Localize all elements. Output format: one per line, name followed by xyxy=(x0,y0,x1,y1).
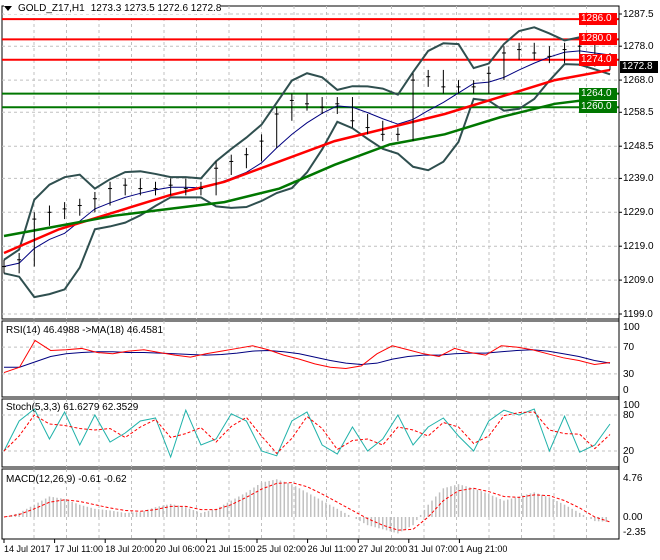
macd-axis-label: -2.35 xyxy=(623,527,646,538)
price-axis-label: 1219.0 xyxy=(623,241,654,253)
time-axis-label: 20 Jul 06:00 xyxy=(155,544,205,554)
rsi-axis-label: 100 xyxy=(623,322,640,333)
moving-average-green xyxy=(3,95,611,238)
macd-axis-label: 0.00 xyxy=(623,512,643,523)
stoch-axis-label: 80 xyxy=(623,410,635,421)
symbol-label: GOLD_Z17,H1 xyxy=(18,3,85,14)
rsi-axis-label: 70 xyxy=(623,342,635,354)
moving-average-red xyxy=(3,68,611,255)
macd-label: MACD(12,26,9) -0.61 -0.62 xyxy=(6,474,127,485)
price-axis-label: 1278.0 xyxy=(623,41,654,53)
rsi-ma-line xyxy=(4,349,611,368)
rsi-label: RSI(14) 46.4988 ->MA(18) 46.4581 xyxy=(6,325,164,336)
macd-signal-line xyxy=(3,482,611,531)
resistance-level-label[interactable]: 1280.0 xyxy=(579,33,617,46)
stoch-axis-label: 20 xyxy=(623,446,635,457)
time-axis-label: 14 Jul 2017 xyxy=(4,544,51,554)
time-axis-label: 1 Aug 21:00 xyxy=(459,544,508,554)
price-axis-label: 1248.5 xyxy=(623,141,654,153)
time-axis-label: 18 Jul 20:00 xyxy=(105,544,155,554)
support-level-label[interactable]: 1260.0 xyxy=(579,101,617,114)
support-level-label[interactable]: 1264.0 xyxy=(579,87,617,100)
price-axis-label: 1199.0 xyxy=(623,309,653,320)
price-axis-label: 1229.0 xyxy=(623,207,654,219)
resistance-level-label[interactable]: 1274.0 xyxy=(579,53,617,66)
stoch-axis-label: 0 xyxy=(623,455,629,466)
current-price-label: 1272.8 xyxy=(620,61,658,73)
macd-axis-label: 4.76 xyxy=(623,472,643,484)
price-axis-label: 1287.5 xyxy=(623,8,654,20)
rsi-line xyxy=(3,339,611,374)
chart-header: GOLD_Z17,H1 1273.3 1273.5 1272.6 1272.8 xyxy=(4,3,222,14)
price-axis-label: 1209.0 xyxy=(623,275,654,287)
bollinger-upper xyxy=(3,26,611,261)
stoch-label: Stoch(5,3,3) 61.6279 62.3529 xyxy=(6,402,139,413)
time-axis-label: 27 Jul 20:00 xyxy=(358,544,408,554)
ma-blue xyxy=(3,50,611,268)
rsi-axis-label: 0 xyxy=(623,385,629,396)
time-axis-label: 26 Jul 11:00 xyxy=(307,544,356,554)
bollinger-lower xyxy=(3,63,611,299)
price-axis-label: 1258.5 xyxy=(623,107,654,119)
stoch-signal-line xyxy=(3,411,611,455)
time-axis-label: 21 Jul 15:00 xyxy=(206,544,256,554)
price-axis-label: 1268.0 xyxy=(623,75,654,87)
time-axis-label: 25 Jul 02:00 xyxy=(257,544,307,554)
resistance-level-label[interactable]: 1286.0 xyxy=(579,13,617,26)
time-axis-label: 31 Jul 07:00 xyxy=(408,544,458,554)
stoch-main-line xyxy=(3,408,611,459)
panel-frame xyxy=(1,5,620,320)
ohlc-label: 1273.3 1273.5 1272.6 1272.8 xyxy=(90,3,222,14)
rsi-axis-label: 30 xyxy=(623,368,635,380)
time-axis-label: 17 Jul 11:00 xyxy=(54,544,103,554)
price-axis-label: 1239.0 xyxy=(623,173,654,185)
stoch-axis-label: 100 xyxy=(623,400,640,411)
dropdown-triangle-icon[interactable] xyxy=(4,6,12,11)
